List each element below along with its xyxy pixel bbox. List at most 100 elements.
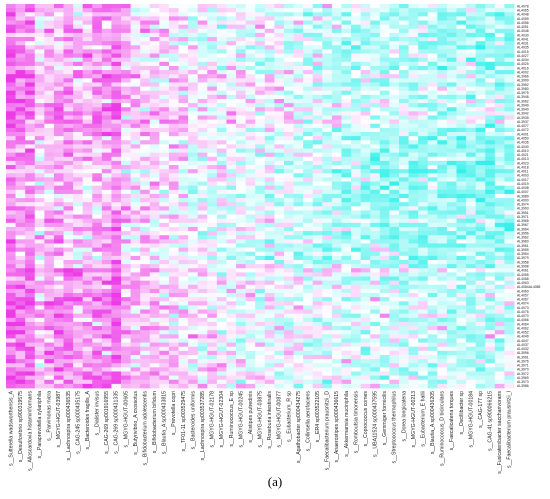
heatmap-cell — [322, 243, 333, 249]
heatmap-cell — [351, 65, 362, 71]
heatmap-cell — [466, 127, 477, 133]
heatmap-cell — [494, 326, 505, 331]
heatmap-cell — [226, 272, 237, 277]
heatmap-cell — [159, 123, 170, 129]
heatmap-cell — [494, 16, 505, 21]
heatmap-cell — [216, 12, 227, 17]
heatmap-cell — [168, 202, 179, 207]
heatmap-cell — [293, 272, 304, 277]
heatmap-cell — [283, 16, 294, 21]
heatmap-cell — [351, 111, 362, 116]
heatmap-cell — [159, 20, 170, 26]
heatmap-cell — [73, 293, 84, 298]
heatmap-cell — [130, 297, 141, 302]
heatmap-cell — [504, 28, 515, 34]
heatmap-cell — [475, 293, 486, 298]
heatmap-cell — [53, 169, 64, 174]
heatmap-cell — [15, 169, 26, 174]
heatmap-cell — [264, 313, 275, 319]
heatmap-cell — [341, 210, 352, 215]
heatmap-cell — [322, 383, 333, 389]
heatmap-cell — [178, 301, 189, 306]
heatmap-cell — [274, 148, 285, 154]
heatmap-cell — [360, 239, 371, 244]
heatmap-cell — [312, 379, 323, 385]
heatmap-cell — [293, 313, 304, 319]
heatmap-cell — [82, 123, 93, 129]
heatmap-cell — [437, 16, 448, 21]
heatmap-cell — [293, 342, 304, 348]
heatmap-cell — [341, 144, 352, 149]
heatmap-cell — [293, 32, 304, 38]
heatmap-cell — [63, 132, 74, 137]
heatmap-cell — [44, 57, 55, 63]
heatmap-cell — [92, 317, 103, 323]
heatmap-cell — [34, 127, 45, 133]
heatmap-cell — [245, 61, 256, 67]
heatmap-cell — [63, 53, 74, 59]
heatmap-cell — [245, 202, 256, 207]
heatmap-cell — [466, 210, 477, 215]
heatmap-cell — [360, 359, 371, 364]
heatmap-cell — [312, 305, 323, 310]
heatmap-cell — [25, 383, 36, 389]
heatmap-cell — [494, 330, 505, 335]
heatmap-cell — [236, 86, 247, 92]
heatmap-cell — [216, 152, 227, 158]
heatmap-cell — [255, 288, 266, 294]
heatmap-cell — [188, 156, 199, 162]
heatmap-cell — [446, 53, 457, 59]
heatmap-cell — [331, 371, 342, 377]
heatmap-cell — [427, 288, 438, 294]
heatmap-cell — [341, 90, 352, 96]
heatmap-cell — [446, 98, 457, 104]
heatmap-cell — [25, 107, 36, 112]
heatmap-cell — [437, 276, 448, 282]
heatmap-cell — [398, 98, 409, 104]
heatmap-cell — [168, 288, 179, 294]
heatmap-cell — [216, 49, 227, 54]
heatmap-cell — [159, 94, 170, 100]
heatmap-cell — [312, 144, 323, 149]
heatmap-cell — [360, 32, 371, 38]
heatmap-cell — [398, 346, 409, 352]
heatmap-cell — [456, 177, 467, 182]
heatmap-cell — [283, 284, 294, 290]
heatmap-cell — [53, 313, 64, 319]
row-label: AL3958 — [517, 260, 529, 264]
heatmap-cell — [408, 123, 419, 129]
heatmap-cell — [331, 156, 342, 162]
heatmap-cell — [188, 78, 199, 83]
heatmap-cell — [15, 177, 26, 182]
heatmap-cell — [370, 49, 381, 54]
heatmap-cell — [226, 359, 237, 364]
heatmap-cell — [121, 309, 131, 315]
heatmap-cell — [245, 305, 256, 310]
heatmap-cell — [303, 119, 314, 125]
heatmap-cell — [44, 218, 55, 224]
heatmap-cell — [370, 367, 381, 372]
heatmap-cell — [427, 4, 438, 9]
heatmap-cell — [63, 86, 74, 92]
heatmap-cell — [360, 28, 371, 34]
heatmap-cell — [466, 37, 477, 42]
heatmap-cell — [236, 185, 247, 191]
heatmap-cell — [475, 235, 486, 240]
heatmap-cell — [25, 309, 36, 315]
heatmap-cell — [475, 305, 486, 310]
heatmap-cell — [264, 4, 275, 9]
heatmap-cell — [15, 173, 26, 178]
heatmap-cell — [236, 379, 247, 385]
heatmap-cell — [351, 288, 362, 294]
heatmap-cell — [427, 181, 438, 187]
heatmap-cell — [504, 45, 515, 50]
heatmap-cell — [44, 317, 55, 323]
heatmap-cell — [283, 115, 294, 121]
heatmap-cell — [427, 297, 438, 302]
row-label: AL4059 — [517, 17, 529, 21]
heatmap-cell — [303, 354, 314, 360]
heatmap-cell — [6, 255, 16, 261]
heatmap-cell — [446, 260, 457, 265]
heatmap-cell — [168, 16, 179, 21]
heatmap-cell — [121, 123, 131, 129]
